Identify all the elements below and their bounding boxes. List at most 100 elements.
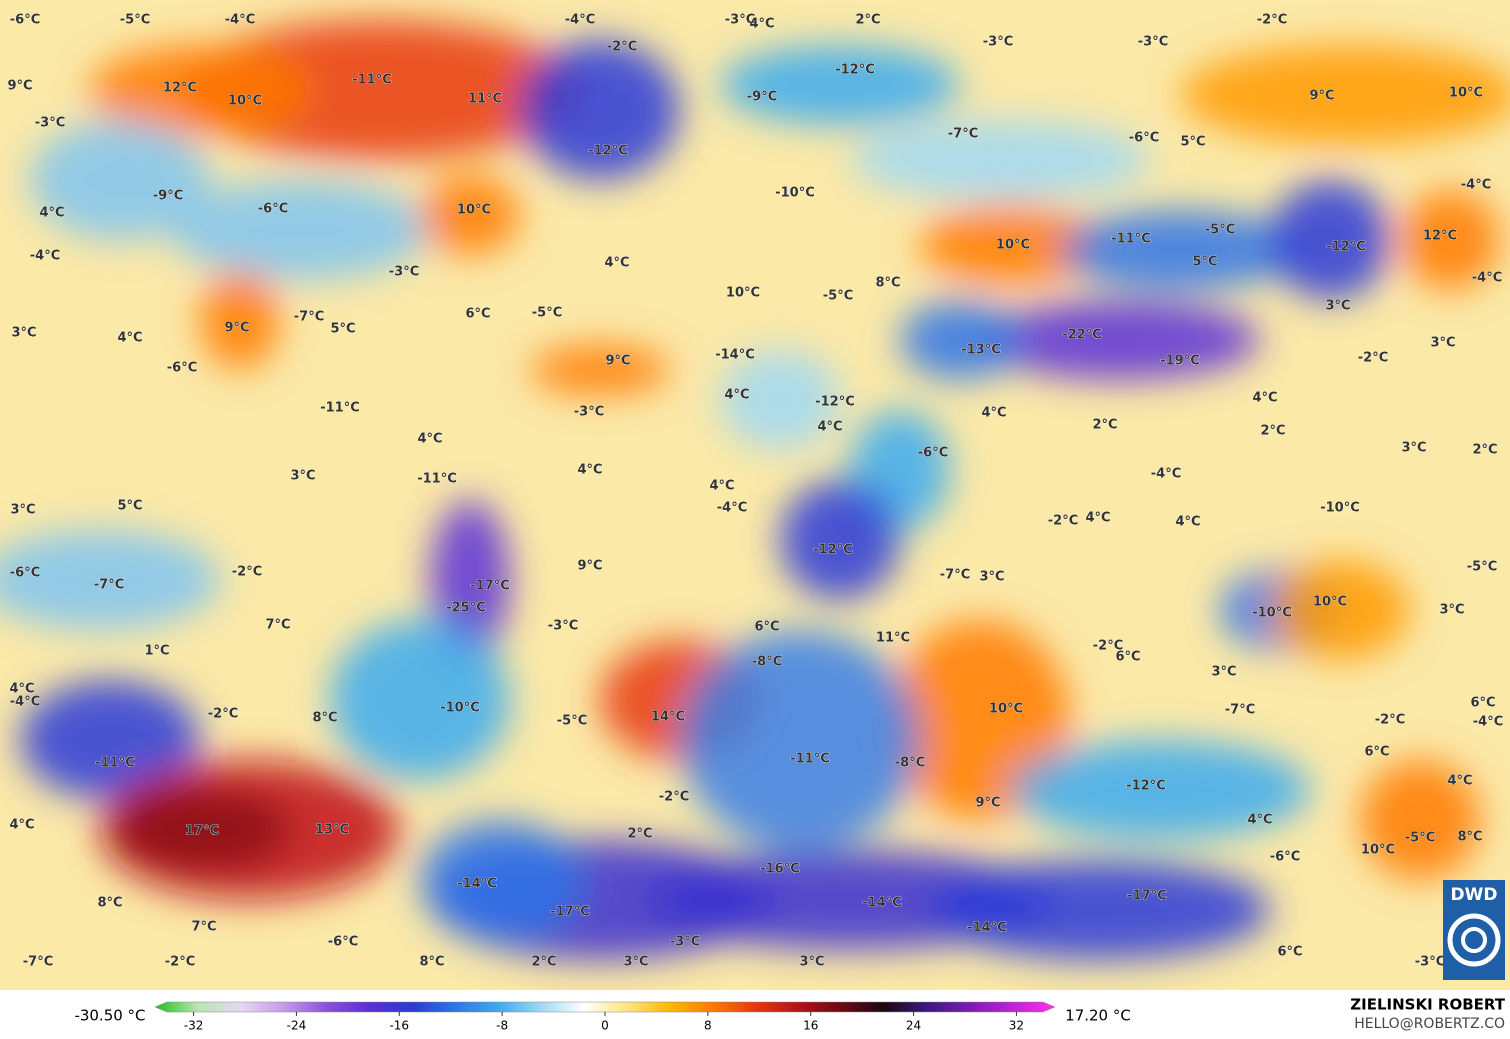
anomaly-blob — [1270, 180, 1390, 300]
temperature-label: 2°C — [531, 955, 556, 970]
temperature-label: 7°C — [191, 920, 216, 935]
min-label: -30.50 °C — [74, 1007, 145, 1025]
temperature-label: 3°C — [11, 326, 36, 341]
temperature-label: -8°C — [895, 756, 925, 771]
temperature-label: -9°C — [747, 90, 777, 105]
temperature-label: 10°C — [457, 203, 491, 218]
colorbar-tick-label: 32 — [1009, 1019, 1024, 1033]
temperature-label: -2°C — [208, 707, 238, 722]
temperature-label: -6°C — [918, 446, 948, 461]
temperature-label: -3°C — [670, 935, 700, 950]
temperature-label: 3°C — [623, 955, 648, 970]
temperature-label: 4°C — [1447, 774, 1472, 789]
temperature-label: 3°C — [1401, 441, 1426, 456]
temperature-label: -14°C — [457, 877, 497, 892]
temperature-label: 4°C — [817, 420, 842, 435]
temperature-label: 4°C — [1252, 391, 1277, 406]
credit-email: HELLO@ROBERTZ.CO — [1354, 1016, 1505, 1032]
temperature-label: -7°C — [23, 955, 53, 970]
temperature-label: 4°C — [1247, 813, 1272, 828]
temperature-label: -3°C — [1415, 955, 1445, 970]
temperature-label: 5°C — [1192, 255, 1217, 270]
temperature-label: 9°C — [577, 559, 602, 574]
colorbar-tick-label: 0 — [601, 1019, 609, 1033]
anomaly-blob — [980, 300, 1260, 380]
anomaly-blob — [330, 620, 510, 780]
temperature-label: -7°C — [94, 578, 124, 593]
temperature-label: -2°C — [232, 565, 262, 580]
temperature-label: -2°C — [1093, 639, 1123, 654]
temperature-label: 3°C — [1439, 603, 1464, 618]
anomaly-blob — [520, 40, 680, 180]
temperature-label: 6°C — [465, 307, 490, 322]
temperature-label: 10°C — [989, 702, 1023, 717]
temperature-label: -7°C — [940, 568, 970, 583]
temperature-label: -11°C — [1111, 232, 1151, 247]
temperature-label: 5°C — [1180, 135, 1205, 150]
colorbar-tick-label: -8 — [496, 1019, 508, 1033]
temperature-label: -3°C — [574, 405, 604, 420]
temperature-label: 10°C — [228, 94, 262, 109]
temperature-label: -5°C — [823, 289, 853, 304]
temperature-label: -6°C — [1129, 131, 1159, 146]
temperature-label: 9°C — [7, 79, 32, 94]
temperature-label: 4°C — [9, 818, 34, 833]
temperature-label: 13°C — [315, 823, 349, 838]
temperature-label: 9°C — [975, 796, 1000, 811]
colorbar-tick-label: -32 — [184, 1019, 204, 1033]
temperature-label: 4°C — [1175, 515, 1200, 530]
temperature-label: -14°C — [715, 348, 755, 363]
anomaly-blob — [1400, 190, 1500, 290]
temperature-label: -14°C — [862, 896, 902, 911]
temperature-label: -4°C — [225, 13, 255, 28]
colorbar-bar — [154, 1001, 1056, 1013]
temperature-label: 6°C — [1277, 945, 1302, 960]
temperature-label: 4°C — [117, 331, 142, 346]
temperature-label: -17°C — [1127, 889, 1167, 904]
temperature-label: -2°C — [607, 40, 637, 55]
temperature-label: 10°C — [996, 238, 1030, 253]
temperature-label: 12°C — [163, 81, 197, 96]
temperature-label: -4°C — [717, 501, 747, 516]
temperature-label: 6°C — [1364, 745, 1389, 760]
anomaly-blob — [90, 45, 310, 135]
temperature-label: -10°C — [440, 701, 480, 716]
temperature-label: 3°C — [1211, 665, 1236, 680]
temperature-label: -3°C — [389, 265, 419, 280]
temperature-label: -5°C — [532, 306, 562, 321]
temperature-label: 10°C — [1449, 86, 1483, 101]
temperature-label: -5°C — [1205, 223, 1235, 238]
anomaly-blob — [170, 180, 430, 280]
logo-swirl — [1447, 913, 1501, 967]
temperature-label: -2°C — [1257, 13, 1287, 28]
temperature-label: -3°C — [1138, 35, 1168, 50]
temperature-label: 10°C — [1361, 843, 1395, 858]
temperature-label: 14°C — [651, 710, 685, 725]
temperature-label: 4°C — [749, 17, 774, 32]
temperature-label: 4°C — [1085, 511, 1110, 526]
anomaly-blob — [1180, 45, 1510, 145]
temperature-label: -7°C — [948, 127, 978, 142]
temperature-label: -12°C — [1126, 779, 1166, 794]
temperature-label: 4°C — [724, 388, 749, 403]
colorbar-tick-label: -24 — [287, 1019, 307, 1033]
anomaly-blob — [920, 205, 1100, 285]
anomaly-blob — [930, 860, 1270, 960]
temperature-label: 4°C — [604, 256, 629, 271]
temperature-label: 2°C — [855, 13, 880, 28]
temperature-label: -9°C — [153, 189, 183, 204]
temperature-label: -4°C — [10, 695, 40, 710]
temperature-label: 8°C — [312, 711, 337, 726]
temperature-label: -4°C — [565, 13, 595, 28]
temperature-label: 2°C — [627, 827, 652, 842]
temperature-label: 1°C — [144, 644, 169, 659]
temperature-label: 4°C — [417, 432, 442, 447]
temperature-label: 2°C — [1260, 424, 1285, 439]
temperature-label: 3°C — [10, 503, 35, 518]
temperature-label: 2°C — [1092, 418, 1117, 433]
anomaly-blob — [110, 790, 290, 870]
anomaly-labels: -6°C -5°C -4°C -4°C -3°C 4°C 2°C -2°C 9°C 12°C -11… — [7, 12, 1503, 970]
anomaly-blob — [780, 480, 900, 600]
temperature-label: -4°C — [1472, 271, 1502, 286]
temperature-label: 9°C — [1309, 89, 1334, 104]
